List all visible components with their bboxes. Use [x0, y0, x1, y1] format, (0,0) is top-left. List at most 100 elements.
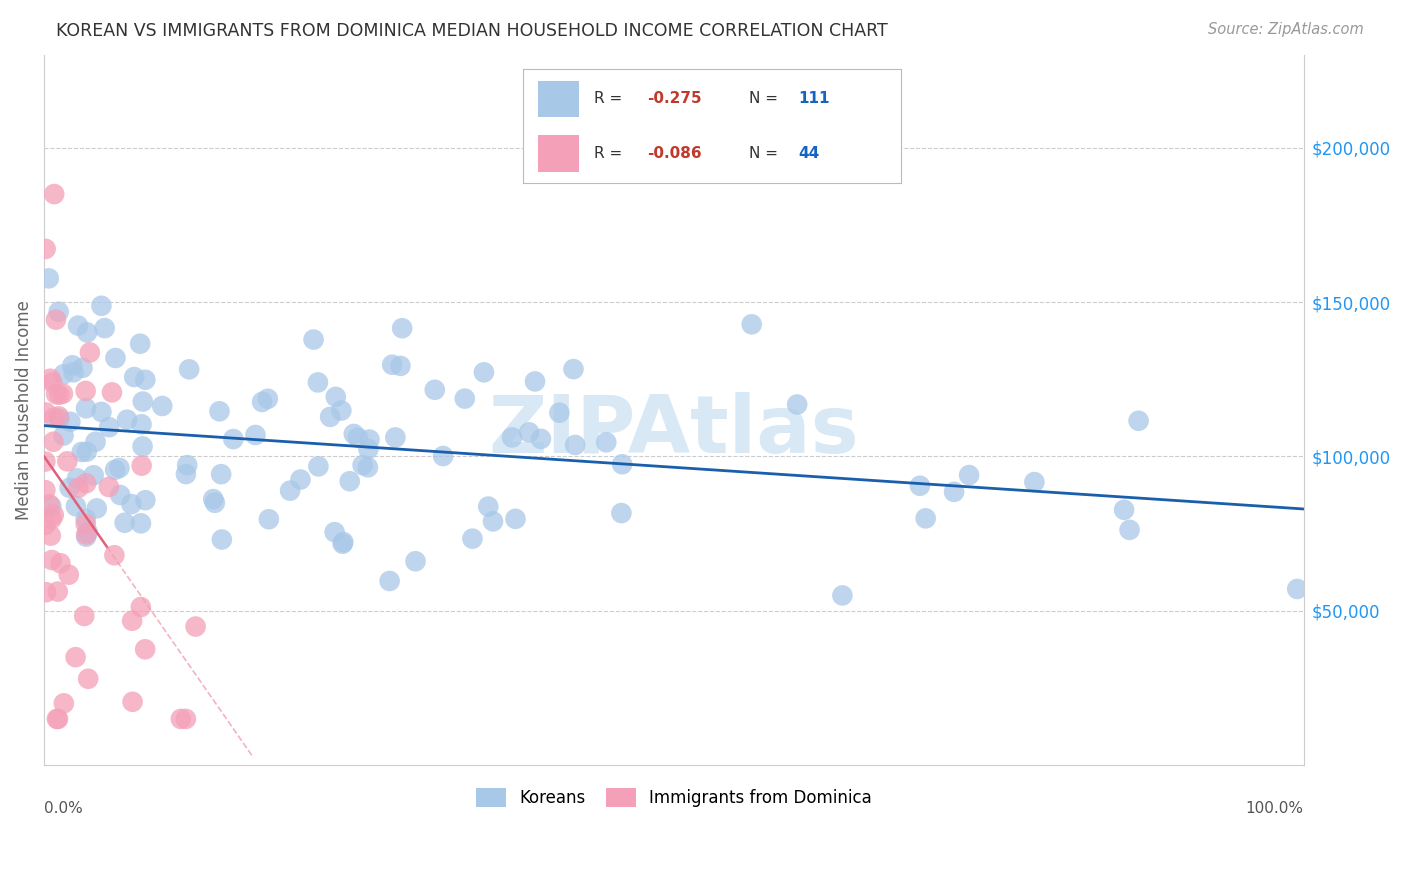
Point	[174, 712, 197, 726]
Point	[39, 372, 62, 386]
Point	[52, 696, 75, 710]
Point	[786, 397, 808, 411]
Point	[41, 376, 63, 390]
Point	[114, 516, 136, 530]
Point	[75, 530, 97, 544]
Point	[564, 438, 586, 452]
Point	[1112, 503, 1135, 517]
Point	[302, 333, 325, 347]
Point	[75, 384, 97, 398]
Point	[59, 415, 82, 429]
Point	[73, 609, 96, 624]
Point	[76, 525, 98, 540]
Point	[98, 420, 121, 434]
Point	[359, 433, 381, 447]
Point	[75, 516, 97, 531]
Point	[60, 359, 83, 373]
Point	[477, 500, 499, 514]
Point	[48, 388, 70, 402]
Point	[67, 481, 90, 495]
Point	[122, 370, 145, 384]
Point	[612, 457, 634, 471]
Point	[250, 395, 273, 409]
Point	[39, 529, 62, 543]
Point	[115, 413, 138, 427]
Point	[343, 427, 366, 442]
Point	[943, 484, 966, 499]
Point	[66, 471, 89, 485]
Point	[103, 548, 125, 562]
Point	[501, 430, 523, 444]
Point	[332, 535, 354, 549]
Point	[65, 500, 87, 514]
Point	[562, 362, 585, 376]
Point	[524, 375, 547, 389]
Point	[41, 512, 63, 526]
Point	[323, 525, 346, 540]
Point	[42, 434, 65, 449]
Point	[256, 392, 278, 406]
Point	[45, 712, 67, 726]
Point	[548, 406, 571, 420]
Point	[325, 390, 347, 404]
Point	[45, 387, 67, 401]
Point	[339, 475, 361, 489]
Point	[52, 368, 75, 382]
Point	[131, 439, 153, 453]
Point	[307, 459, 329, 474]
Point	[505, 512, 527, 526]
Point	[52, 428, 75, 442]
Point	[38, 271, 60, 285]
Point	[405, 554, 427, 568]
Point	[35, 405, 58, 419]
Point	[381, 358, 404, 372]
Point	[75, 512, 97, 526]
Point	[517, 425, 540, 440]
Point	[908, 479, 931, 493]
Point	[42, 410, 65, 425]
Point	[52, 386, 75, 401]
Point	[179, 362, 201, 376]
Point	[209, 467, 232, 482]
Point	[75, 401, 97, 416]
Point	[121, 614, 143, 628]
Point	[595, 435, 617, 450]
Point	[184, 619, 207, 633]
Point	[129, 600, 152, 615]
Point	[482, 514, 505, 528]
Point	[121, 695, 143, 709]
Point	[278, 483, 301, 498]
Point	[34, 483, 56, 497]
Point	[332, 537, 354, 551]
Point	[86, 501, 108, 516]
Point	[65, 650, 87, 665]
Point	[134, 642, 156, 657]
Point	[49, 556, 72, 570]
Point	[384, 430, 406, 444]
Point	[1118, 523, 1140, 537]
Point	[330, 403, 353, 417]
Point	[357, 460, 380, 475]
Point	[48, 305, 70, 319]
Point	[357, 442, 380, 456]
Point	[72, 360, 94, 375]
Point	[34, 242, 56, 256]
Text: Source: ZipAtlas.com: Source: ZipAtlas.com	[1208, 22, 1364, 37]
Point	[831, 589, 853, 603]
Point	[257, 512, 280, 526]
Point	[58, 481, 80, 495]
Point	[76, 444, 98, 458]
Point	[132, 394, 155, 409]
Point	[44, 187, 66, 202]
Point	[202, 492, 225, 507]
Point	[176, 458, 198, 472]
Point	[79, 345, 101, 359]
Point	[129, 336, 152, 351]
Point	[290, 473, 312, 487]
Point	[347, 431, 370, 445]
Point	[75, 527, 97, 541]
Point	[101, 385, 124, 400]
Text: ZIPAtlas: ZIPAtlas	[488, 392, 859, 470]
Point	[741, 318, 763, 332]
Point	[134, 373, 156, 387]
